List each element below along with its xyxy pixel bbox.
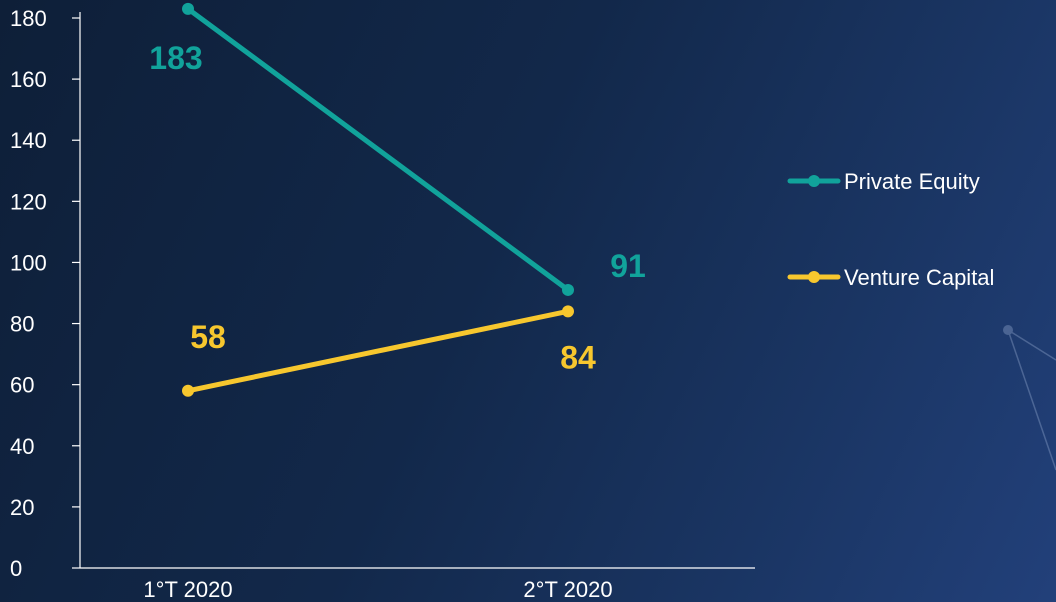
series-point xyxy=(182,384,194,397)
data-labels: 183 91 58 84 xyxy=(149,40,645,376)
data-label: 91 xyxy=(610,248,646,284)
y-tick-label: 140 xyxy=(10,128,47,153)
y-tick-label: 120 xyxy=(10,189,47,214)
legend-label: Private Equity xyxy=(844,169,980,194)
data-label: 58 xyxy=(190,319,226,355)
series-point xyxy=(182,2,194,15)
x-tick-label: 2°T 2020 xyxy=(523,577,612,602)
decor-line xyxy=(1007,329,1056,361)
y-tick-label: 160 xyxy=(10,67,47,92)
y-tick-label: 180 xyxy=(10,6,47,31)
series-layer xyxy=(182,2,574,397)
x-axis: 1°T 2020 2°T 2020 xyxy=(80,567,755,602)
decor-line xyxy=(1007,329,1056,471)
legend-swatch-marker xyxy=(808,271,820,283)
y-axis: 0 20 40 60 80 100 120 140 160 180 xyxy=(10,6,81,581)
y-tick-label: 40 xyxy=(10,434,34,459)
decor-node xyxy=(1003,325,1013,335)
y-tick-label: 60 xyxy=(10,373,34,398)
y-tick-label: 0 xyxy=(10,556,22,581)
data-label: 183 xyxy=(149,40,202,76)
x-tick-label: 1°T 2020 xyxy=(143,577,232,602)
legend-label: Venture Capital xyxy=(844,265,994,290)
data-label: 84 xyxy=(560,339,596,375)
series-point xyxy=(562,283,574,296)
series-point xyxy=(562,305,574,318)
legend: Private Equity Venture Capital xyxy=(787,169,994,290)
legend-swatch-marker xyxy=(808,175,820,187)
y-tick-label: 80 xyxy=(10,312,34,337)
y-tick-label: 20 xyxy=(10,495,34,520)
background-decoration xyxy=(1003,325,1056,471)
series-line-0 xyxy=(185,6,571,293)
series-line-1 xyxy=(185,308,571,394)
y-tick-label: 100 xyxy=(10,250,47,275)
